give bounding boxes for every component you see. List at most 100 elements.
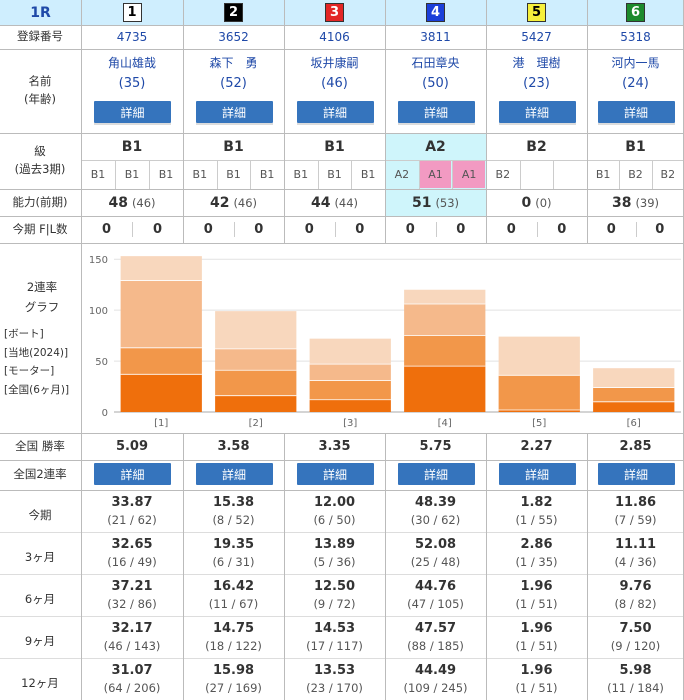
f-count: 0: [203, 222, 213, 237]
quinella-detail-button[interactable]: 詳細: [498, 463, 576, 485]
quinella-detail-button[interactable]: 詳細: [296, 463, 374, 485]
quinella-detail-button[interactable]: 詳細: [195, 463, 273, 485]
racer-name[interactable]: 角山雄哉: [107, 55, 156, 70]
win-rate: 2.85: [619, 439, 652, 454]
period-divider: [0, 532, 684, 533]
l-count: 0: [557, 222, 567, 237]
lane-header-4: 4: [385, 0, 486, 25]
racer-age: (23): [523, 75, 550, 91]
racer-age: (46): [321, 75, 348, 91]
race-header-bg: [0, 0, 81, 25]
period-count: (17 / 117): [306, 639, 363, 653]
past-grade: A1: [453, 161, 485, 188]
past-grade: B2: [495, 168, 511, 181]
period-count: (5 / 36): [313, 555, 356, 569]
current-grade: B1: [121, 139, 143, 155]
period-rate: 15.38: [212, 494, 255, 510]
period-rate: 31.07: [111, 662, 153, 678]
f-count: 0: [304, 222, 314, 237]
period-rate: 1.96: [520, 578, 553, 594]
racer-name[interactable]: 港 理樹: [512, 55, 561, 70]
x-tick-label: [1]: [154, 418, 168, 429]
win-rate: 5.75: [419, 439, 452, 454]
col-divider: [284, 433, 285, 700]
f-count: 0: [506, 222, 516, 237]
lane-header-2: 2: [183, 0, 284, 25]
race-number: 1R: [30, 4, 51, 21]
racer-name[interactable]: 石田章央: [411, 55, 460, 70]
label-reg: 登録番号: [17, 29, 63, 44]
period-count: (9 / 120): [610, 639, 661, 653]
label-period-2: 6ヶ月: [24, 591, 56, 606]
quinella-detail-button[interactable]: 詳細: [597, 463, 675, 485]
row-divider: [0, 133, 684, 134]
past-grade: B1: [158, 168, 174, 181]
current-grade: B1: [625, 139, 646, 155]
detail-button[interactable]: 詳細: [597, 101, 675, 123]
bar-segment-2: [404, 304, 486, 336]
period-count: (88 / 185): [407, 639, 464, 653]
quinella-detail-button[interactable]: 詳細: [94, 463, 171, 485]
fl-divider: [132, 222, 133, 237]
period-count: (6 / 31): [212, 555, 255, 569]
f-count: 0: [606, 222, 616, 237]
reg-number: 3811: [420, 30, 451, 44]
past-grade: B2: [628, 168, 643, 181]
f-count: 0: [405, 222, 415, 237]
period-rate: 11.86: [614, 494, 657, 510]
past-grade: A2: [394, 168, 410, 181]
l-count: 0: [254, 222, 264, 237]
win-rate: 3.58: [217, 439, 250, 454]
period-count: (8 / 82): [614, 597, 657, 611]
col-divider: [587, 0, 588, 243]
label-period-3: 9ヶ月: [24, 633, 56, 648]
ability-value: 48: [108, 194, 128, 211]
period-count: (9 / 72): [313, 597, 356, 611]
detail-button[interactable]: 詳細: [397, 101, 475, 123]
period-rate: 12.00: [313, 494, 356, 510]
ability-prev: (44): [334, 195, 359, 210]
period-count: (18 / 122): [205, 639, 262, 653]
past-grade-divider: [216, 161, 218, 189]
period-rate: 44.49: [414, 662, 457, 678]
ability-cell: 0 (0): [486, 189, 587, 216]
past-grade: [553, 161, 587, 188]
period-rate: 32.17: [111, 620, 153, 636]
past-grade: B1: [327, 168, 342, 181]
bar-segment-0: [404, 366, 486, 412]
ability-value: 51: [411, 194, 432, 211]
period-rate: 12.50: [313, 578, 356, 594]
button-shadow: [195, 123, 273, 125]
period-rate: 32.65: [111, 536, 153, 552]
col-divider: [81, 243, 82, 433]
bar-segment-1: [120, 347, 202, 375]
ability-prev: (53): [435, 195, 460, 210]
detail-button[interactable]: 詳細: [296, 101, 374, 123]
detail-button[interactable]: 詳細: [94, 101, 171, 123]
period-count: (23 / 170): [306, 681, 363, 695]
racer-name[interactable]: 河内一馬: [611, 55, 660, 70]
col-divider: [385, 0, 386, 243]
col-divider: [81, 433, 82, 700]
label-fl: 今期 F|L数: [12, 221, 68, 236]
win-rate: 2.27: [520, 439, 553, 454]
ability-cell: 48 (46): [81, 189, 183, 216]
reg-number: 4735: [116, 30, 148, 44]
period-rate: 13.89: [313, 536, 356, 552]
quinella-detail-button[interactable]: 詳細: [397, 463, 475, 485]
racer-name[interactable]: 森下 勇: [209, 55, 258, 70]
period-rate: 52.08: [414, 536, 457, 552]
win-rate: 3.35: [318, 439, 351, 454]
detail-button[interactable]: 詳細: [498, 101, 576, 123]
y-tick-label: 150: [89, 255, 108, 266]
period-rate: 7.50: [619, 620, 652, 636]
detail-button[interactable]: 詳細: [195, 101, 273, 123]
ability-prev: (39): [635, 195, 660, 210]
past-grade-divider: [149, 161, 150, 189]
row-divider: [0, 243, 684, 244]
racer-name[interactable]: 坂井康嗣: [310, 55, 359, 70]
past-grade-divider: [553, 161, 555, 189]
past-grade: A1: [419, 161, 452, 188]
bar-segment-1: [215, 370, 297, 396]
